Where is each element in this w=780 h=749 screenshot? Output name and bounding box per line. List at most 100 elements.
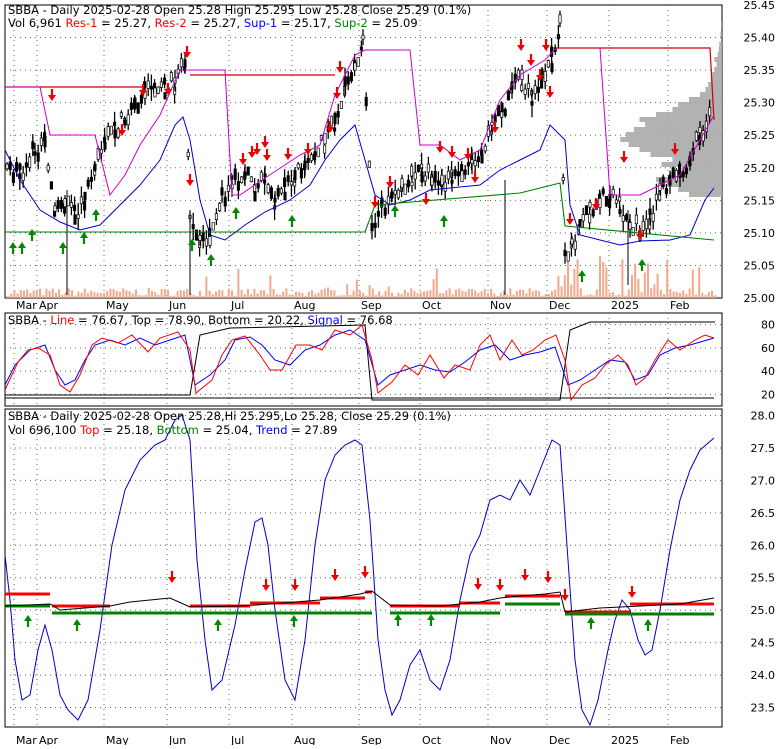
trend-panel-xtick-label: Feb — [670, 734, 689, 745]
price-panel-ytick-label: 25.20 — [744, 162, 776, 175]
resistance-arrow — [164, 83, 172, 95]
price-bar-body — [243, 171, 247, 179]
volume-bar — [586, 294, 589, 298]
trend-panel-legend: Vol 696,100 Top = 25.18, Bottom = 25.04,… — [8, 423, 337, 437]
trend-sell-arrow-head — [521, 575, 529, 581]
price-panel-ytick-label: 25.15 — [744, 194, 776, 207]
volume-bar — [288, 294, 291, 298]
price-panel-legend: Vol 6,961 Res-1 = 25.27, Res-2 = 25.27, … — [8, 16, 418, 30]
price-bar-body — [259, 171, 263, 181]
price-bar-body — [403, 183, 407, 195]
volume-bar — [611, 292, 614, 298]
volume-profile-bar — [672, 157, 722, 162]
trend-panel-legend-run: Top — [79, 423, 99, 437]
resistance-arrow-head — [304, 149, 312, 155]
price-bar-body — [289, 181, 293, 186]
price-bar-body — [86, 179, 90, 187]
price-bar-body — [573, 240, 577, 250]
price-panel-xtick-label: Mar — [16, 299, 37, 312]
price-bar-body — [376, 210, 380, 217]
volume-bar — [442, 293, 445, 298]
support-arrow — [391, 205, 399, 217]
trend-buy-arrow — [587, 617, 595, 629]
resistance-arrow — [139, 84, 147, 96]
price-bar-body — [113, 129, 117, 139]
price-bar-body — [446, 170, 450, 180]
price-panel-legend-run: = 25.09 — [368, 16, 418, 30]
price-bar-body — [339, 101, 343, 109]
price-bar-body — [631, 227, 635, 236]
volume-bar — [247, 288, 249, 298]
trend-buy-arrow — [644, 619, 652, 631]
volume-bar — [506, 294, 509, 298]
resistance-arrow — [422, 193, 430, 205]
volume-bar — [291, 294, 294, 298]
volume-bar — [32, 290, 35, 298]
volume-bar — [317, 292, 320, 298]
price-panel-ytick-label: 25.25 — [744, 129, 776, 142]
price-panel-legend-run: = 25.27, — [187, 16, 244, 30]
trend-sell-arrow-head — [628, 592, 636, 598]
price-bar-body — [466, 162, 470, 167]
price-panel-legend-run: Res-1 — [65, 16, 97, 30]
price-bar-body — [503, 108, 507, 117]
volume-bar — [231, 290, 233, 298]
volume-bar — [55, 293, 57, 298]
resistance-arrow — [636, 228, 644, 240]
price-panel-xtick-label: 2025 — [611, 299, 639, 312]
price-bar-body — [53, 205, 57, 212]
resistance-arrow-head — [48, 95, 56, 101]
price-bar-body — [18, 163, 22, 170]
volume-bar — [128, 291, 131, 298]
resistance-arrow — [566, 213, 574, 225]
sup1-line — [4, 116, 715, 246]
volume-bar — [432, 279, 435, 298]
price-bar-body — [671, 167, 675, 178]
volume-profile-bar — [717, 52, 722, 57]
price-bar-body — [163, 92, 167, 100]
volume-bar — [397, 292, 400, 298]
price-bar-body — [276, 187, 280, 197]
volume-bar — [259, 290, 262, 298]
price-bar-body — [349, 72, 353, 82]
price-bar-body — [436, 180, 440, 186]
resistance-arrow-head — [139, 90, 147, 96]
trend-panel-xtick-label: Jul — [230, 734, 244, 745]
oscillator-panel-ytick-label: 40 — [761, 365, 775, 378]
volume-bar — [608, 292, 611, 298]
volume-bar — [499, 292, 502, 298]
volume-bar — [439, 293, 441, 298]
trend-sell-arrow-head — [331, 575, 339, 581]
trend-sell-arrow — [521, 569, 529, 581]
price-bar-body — [651, 213, 655, 222]
price-bar-body — [24, 162, 28, 168]
volume-bar — [125, 290, 128, 298]
volume-bar — [365, 295, 368, 298]
price-bar-body — [333, 113, 337, 125]
volume-bar — [570, 284, 573, 298]
volume-bar — [346, 284, 349, 298]
price-bar-body — [31, 141, 35, 150]
price-bar-body — [370, 223, 374, 232]
price-panel-xtick-label: Jun — [168, 299, 186, 312]
support-arrow-head — [18, 242, 26, 248]
price-bar-body — [283, 191, 287, 201]
price-bar-body — [456, 171, 460, 177]
volume-bar — [487, 293, 489, 298]
volume-bars — [7, 256, 717, 298]
volume-bar — [237, 268, 240, 298]
price-bar-body — [266, 184, 270, 193]
volume-profile-bar — [689, 192, 722, 197]
resistance-arrow-head — [183, 52, 191, 58]
volume-bar — [672, 291, 675, 298]
support-arrow-head — [80, 232, 88, 238]
volume-bar — [647, 263, 649, 298]
volume-bar — [327, 287, 329, 298]
resistance-arrow — [371, 196, 379, 208]
price-bar-body — [443, 182, 447, 192]
oscillator-panel-ytick-label: 60 — [761, 342, 775, 355]
volume-bar — [535, 290, 537, 298]
price-panel-ytick-label: 25.00 — [744, 292, 776, 305]
price-bar-body — [423, 175, 427, 182]
price-bar-body — [540, 79, 544, 89]
